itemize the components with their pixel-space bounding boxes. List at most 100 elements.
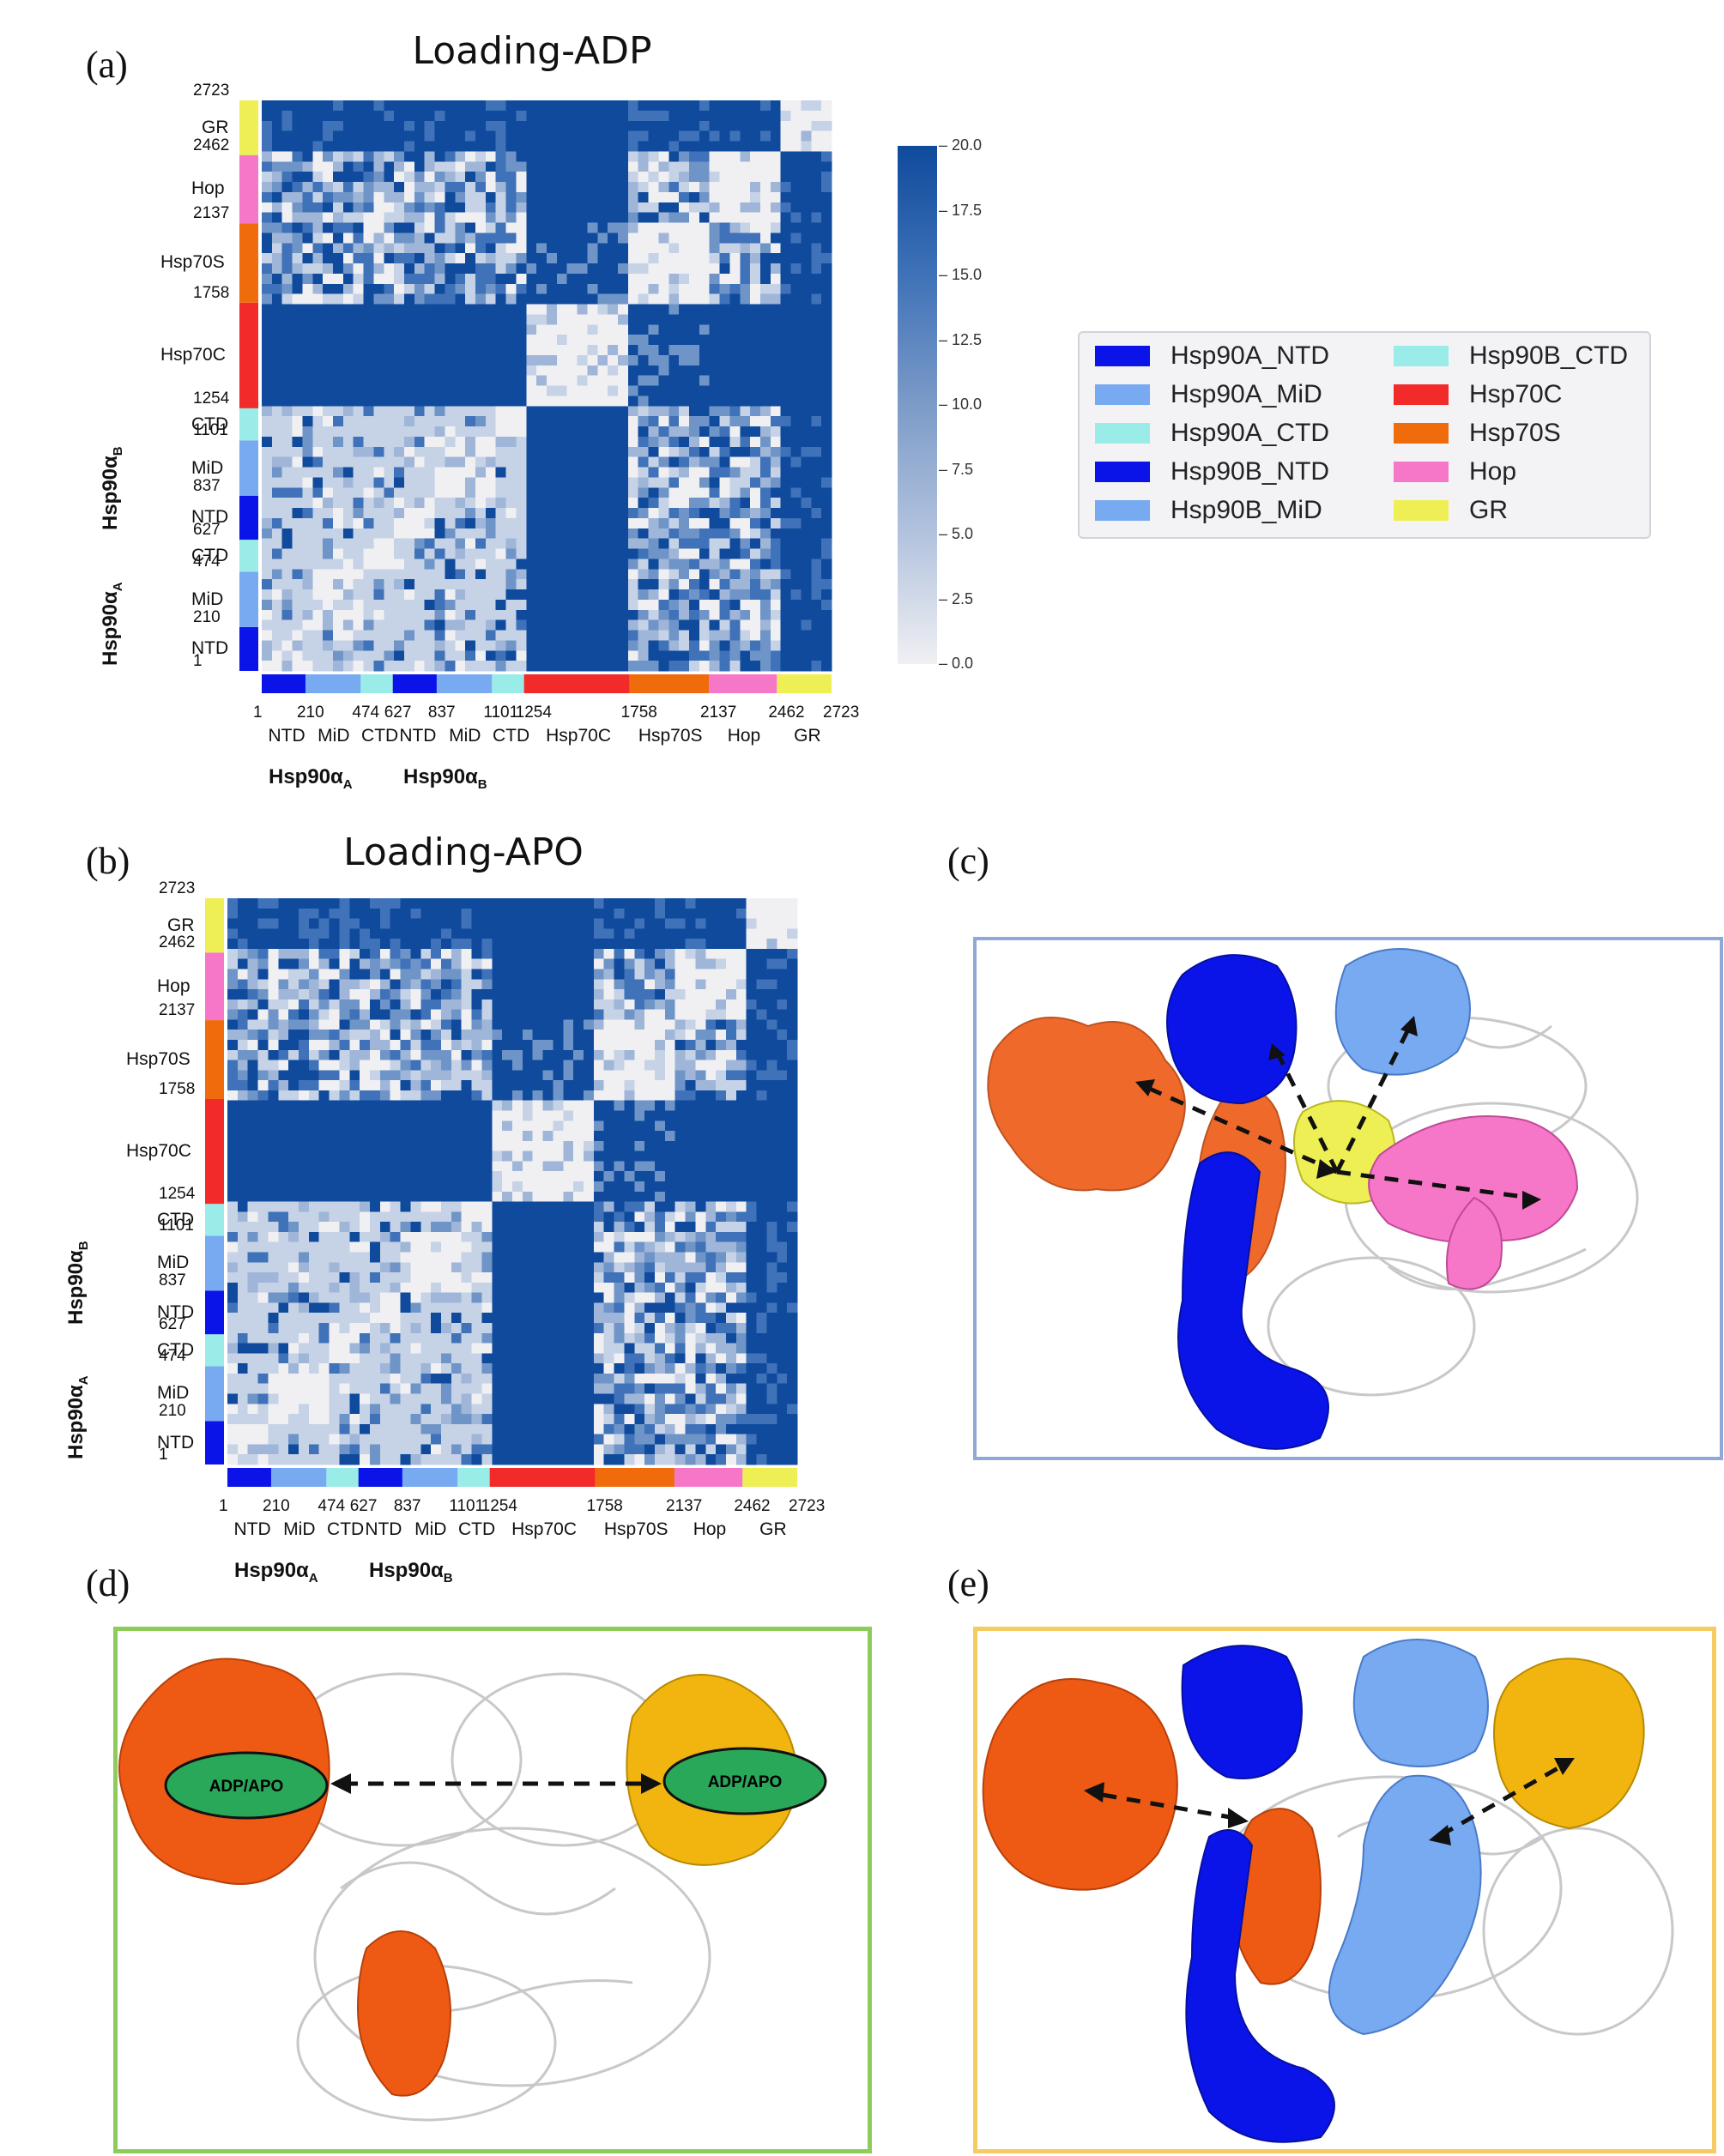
heatmap-cell (573, 969, 584, 980)
heatmap-cell (505, 161, 517, 172)
heatmap-cell (634, 928, 645, 939)
heatmap-cell (587, 151, 598, 162)
heatmap-cell (787, 948, 798, 960)
heatmap-cell (766, 1070, 777, 1081)
heatmap-cell (237, 918, 249, 929)
heatmap-cell (308, 1191, 320, 1203)
heatmap-cell (492, 1161, 503, 1172)
heatmap-cell (573, 1049, 584, 1061)
heatmap-cell (424, 110, 436, 122)
heatmap-cell (777, 1150, 788, 1163)
heatmap-cell (370, 1150, 381, 1163)
heatmap-cell (414, 161, 426, 172)
heatmap-cell (705, 1009, 717, 1021)
heatmap-cell (400, 1140, 412, 1152)
heatmap-cell (318, 1070, 330, 1081)
heatmap-cell (451, 1049, 463, 1061)
heatmap-cell (441, 1060, 452, 1071)
heatmap-cell (526, 110, 537, 122)
heatmap-cell (318, 898, 330, 909)
heatmap-cell (390, 1191, 402, 1203)
heatmap-cell (400, 1110, 412, 1121)
heatmap-cell (584, 969, 595, 980)
heatmap-cell (451, 1019, 463, 1030)
heatmap-cell (390, 948, 402, 960)
heatmap-cell (512, 918, 523, 929)
heatmap-cell (299, 1100, 310, 1112)
heatmap-cell (699, 100, 711, 112)
heatmap-cell (644, 1181, 656, 1193)
heatmap-cell (614, 1060, 626, 1071)
heatmap-cell (268, 1030, 279, 1041)
heatmap-cell (495, 172, 507, 183)
heatmap-cell (329, 948, 341, 960)
heatmap-svg (239, 100, 832, 693)
heatmap-cell (787, 989, 798, 1000)
heatmap-cell (299, 1030, 310, 1041)
heatmap-cell (379, 1110, 391, 1121)
heatmap-cell (634, 1181, 645, 1193)
heatmap-cell (370, 908, 381, 920)
heatmap-cell (674, 1191, 687, 1203)
heatmap-cell (441, 1040, 452, 1051)
heatmap-cell (522, 898, 534, 909)
heatmap-cell (379, 1009, 391, 1021)
heatmap-cell (726, 1150, 737, 1163)
heatmap-cell (756, 1040, 768, 1051)
heatmap-cell (451, 1070, 463, 1081)
heatmap-cell (603, 999, 615, 1011)
heatmap-cell (618, 182, 629, 193)
heatmap-cell (481, 918, 493, 929)
heatmap-cell (342, 100, 354, 112)
heatmap-cell (811, 110, 822, 122)
heatmap-cell (584, 1201, 595, 1212)
heatmap-cell (522, 928, 534, 939)
legend-label: Hsp70S (1469, 419, 1561, 447)
heatmap-cell (353, 120, 365, 132)
heatmap-cell (695, 969, 706, 980)
heatmap-cell (502, 1090, 513, 1102)
domain-legend: Hsp90A_NTD Hsp90A_MiD Hsp90A_CTD Hsp90B_NTD… (1078, 331, 1651, 539)
heatmap-cell (339, 898, 350, 909)
heatmap-cell (746, 1120, 758, 1132)
heatmap-cell (492, 1060, 503, 1071)
heatmap-cell (648, 172, 660, 183)
heatmap-cell (288, 1140, 299, 1152)
heatmap-cell (746, 1049, 758, 1061)
heatmap-cell (400, 939, 412, 950)
heatmap-cell (323, 130, 334, 142)
heatmap-cell (329, 979, 341, 990)
heatmap-cell (434, 172, 446, 183)
heatmap-cell (593, 1140, 605, 1152)
heatmap-cell (370, 1171, 381, 1182)
legend-label: Hop (1469, 457, 1517, 486)
heatmap-cell (685, 928, 697, 939)
heatmap-cell (227, 1009, 239, 1021)
heatmap-cell (532, 989, 544, 1000)
heatmap-cell (780, 172, 792, 183)
heatmap-cell (655, 979, 666, 990)
heatmap-cell (746, 908, 758, 920)
heatmap-cell (299, 1181, 310, 1193)
heatmap-cell (593, 999, 605, 1011)
heatmap-cell (502, 1161, 513, 1172)
heatmap-cell (584, 1161, 595, 1172)
heatmap-cell (485, 100, 497, 112)
heatmap-cell (481, 928, 493, 939)
heatmap-cell (390, 1060, 402, 1071)
heatmap-cell (512, 928, 523, 939)
heatmap-cell (603, 1090, 615, 1102)
heatmap-cell (349, 1171, 360, 1182)
heatmap-cell (522, 918, 534, 929)
heatmap-cell (695, 1161, 706, 1172)
heatmap-cell (379, 1120, 391, 1132)
heatmap-cell (370, 1019, 381, 1030)
heatmap-cell (563, 969, 574, 980)
heatmap-cell (481, 979, 493, 990)
heatmap-cell (553, 1009, 564, 1021)
heatmap-cell (281, 120, 293, 132)
heatmap-cell (584, 1140, 595, 1152)
heatmap-cell (475, 120, 487, 132)
legend-swatch (1394, 462, 1449, 482)
heatmap-cell (404, 120, 415, 132)
